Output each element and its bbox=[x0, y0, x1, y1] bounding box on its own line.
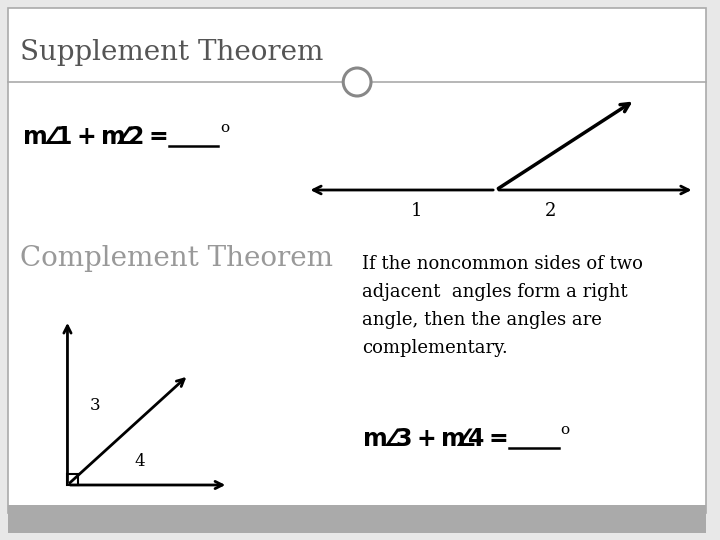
Text: Supplement Theorem: Supplement Theorem bbox=[20, 38, 323, 65]
Text: $\mathbf{\angle}$: $\mathbf{\angle}$ bbox=[42, 126, 63, 150]
Bar bbox=[8, 505, 706, 533]
Bar bbox=[68, 474, 78, 485]
Text: $\mathbf{\angle}$: $\mathbf{\angle}$ bbox=[454, 429, 476, 451]
Text: o: o bbox=[220, 121, 230, 135]
Text: $\mathbf{2 = }$: $\mathbf{2 = }$ bbox=[127, 126, 167, 150]
Text: adjacent  angles form a right: adjacent angles form a right bbox=[362, 283, 628, 301]
Text: 3: 3 bbox=[89, 396, 100, 414]
Text: $\mathbf{m}$: $\mathbf{m}$ bbox=[22, 126, 47, 150]
Text: Complement Theorem: Complement Theorem bbox=[20, 245, 333, 272]
Text: 1: 1 bbox=[411, 202, 423, 220]
Text: angle, then the angles are: angle, then the angles are bbox=[362, 311, 602, 329]
Text: $\mathbf{\angle}$: $\mathbf{\angle}$ bbox=[114, 126, 135, 150]
Text: $\mathbf{4 = }$: $\mathbf{4 = }$ bbox=[467, 429, 508, 451]
Text: 2: 2 bbox=[545, 202, 557, 220]
Text: $\mathbf{m}$: $\mathbf{m}$ bbox=[362, 429, 387, 451]
Text: complementary.: complementary. bbox=[362, 339, 508, 357]
Text: $\mathbf{3 + m}$: $\mathbf{3 + m}$ bbox=[395, 429, 465, 451]
Text: $\mathbf{\angle}$: $\mathbf{\angle}$ bbox=[382, 429, 403, 451]
Text: If the noncommon sides of two: If the noncommon sides of two bbox=[362, 255, 643, 273]
Text: o: o bbox=[560, 423, 570, 437]
Circle shape bbox=[343, 68, 371, 96]
Text: $\mathbf{1 + m}$: $\mathbf{1 + m}$ bbox=[55, 126, 125, 150]
Text: 4: 4 bbox=[135, 454, 145, 470]
